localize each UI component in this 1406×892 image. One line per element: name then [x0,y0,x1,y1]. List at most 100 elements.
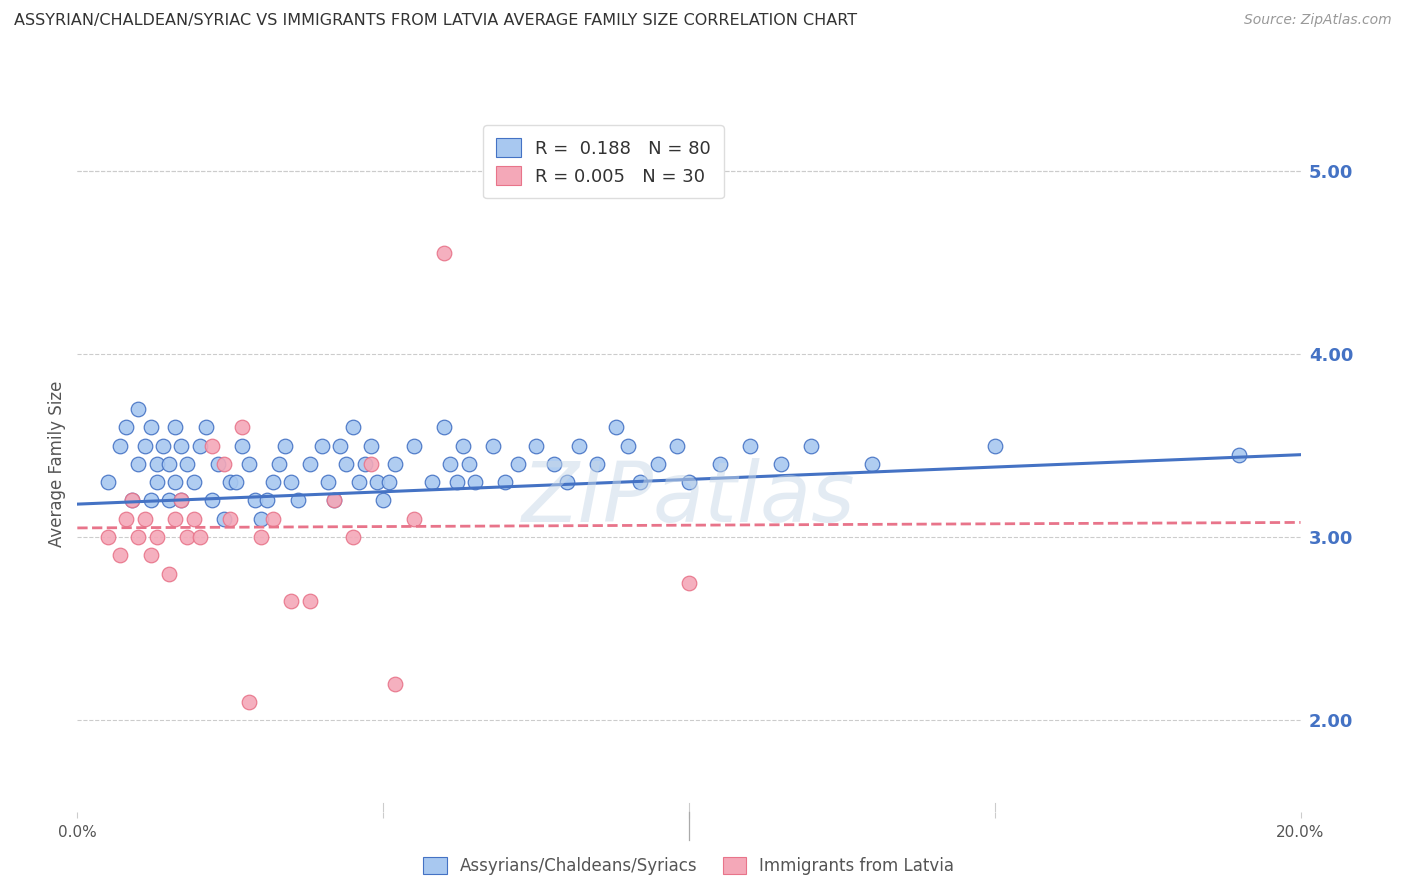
Point [170,438,193,452]
Point [115,420,138,434]
Point [121,493,143,508]
Point [402,438,425,452]
Point [800,438,823,452]
Point [543,457,565,471]
Point [451,438,474,452]
Point [183,512,205,526]
Point [139,420,162,434]
Point [1229,448,1251,462]
Point [433,246,456,260]
Point [128,530,150,544]
Point [165,420,187,434]
Point [464,475,486,490]
Point [402,512,425,526]
Point [353,457,375,471]
Point [524,438,547,452]
Point [121,493,143,508]
Point [139,549,162,563]
Point [378,475,401,490]
Point [212,512,235,526]
Point [238,457,260,471]
Point [128,457,150,471]
Text: Source: ZipAtlas.com: Source: ZipAtlas.com [1244,13,1392,28]
Text: ASSYRIAN/CHALDEAN/SYRIAC VS IMMIGRANTS FROM LATVIA AVERAGE FAMILY SIZE CORRELATI: ASSYRIAN/CHALDEAN/SYRIAC VS IMMIGRANTS F… [14,13,858,29]
Point [335,457,357,471]
Point [157,457,180,471]
Point [188,438,211,452]
Point [347,475,370,490]
Point [360,457,382,471]
Point [769,457,792,471]
Point [457,457,479,471]
Point [256,493,278,508]
Point [482,438,505,452]
Point [183,475,205,490]
Point [506,457,529,471]
Point [152,438,174,452]
Point [371,493,394,508]
Point [617,438,640,452]
Point [146,530,169,544]
Point [298,457,321,471]
Point [420,475,443,490]
Point [647,457,669,471]
Point [115,512,138,526]
Point [665,438,688,452]
Point [97,475,120,490]
Point [201,438,224,452]
Text: 0.0%: 0.0% [58,825,97,840]
Point [170,493,193,508]
Point [219,512,242,526]
Point [342,420,364,434]
Point [495,475,517,490]
Legend: Assyrians/Chaldeans/Syriacs, Immigrants from Latvia: Assyrians/Chaldeans/Syriacs, Immigrants … [415,848,963,883]
Point [262,475,284,490]
Point [157,493,180,508]
Point [360,438,382,452]
Point [740,438,762,452]
Point [139,493,162,508]
Point [165,475,187,490]
Point [146,457,169,471]
Point [212,457,235,471]
Point [323,493,346,508]
Y-axis label: Average Family Size: Average Family Size [48,381,66,547]
Point [201,493,224,508]
Point [439,457,461,471]
Point [280,594,302,608]
Point [238,695,260,709]
Point [446,475,468,490]
Point [862,457,884,471]
Point [366,475,388,490]
Point [165,512,187,526]
Point [134,512,156,526]
Point [128,401,150,416]
Point [298,594,321,608]
Point [323,493,346,508]
Point [207,457,229,471]
Point [231,438,253,452]
Point [194,420,217,434]
Point [316,475,339,490]
Point [188,530,211,544]
Point [97,530,120,544]
Point [269,457,291,471]
Point [568,438,591,452]
Point [243,493,266,508]
Point [342,530,364,544]
Point [678,575,700,590]
Point [250,530,273,544]
Point [176,457,198,471]
Point [433,420,456,434]
Point [176,530,198,544]
Point [274,438,297,452]
Point [605,420,627,434]
Point [384,457,406,471]
Point [146,475,169,490]
Point [555,475,578,490]
Text: 20.0%: 20.0% [1277,825,1324,840]
Point [250,512,273,526]
Point [280,475,302,490]
Point [709,457,731,471]
Point [384,676,406,690]
